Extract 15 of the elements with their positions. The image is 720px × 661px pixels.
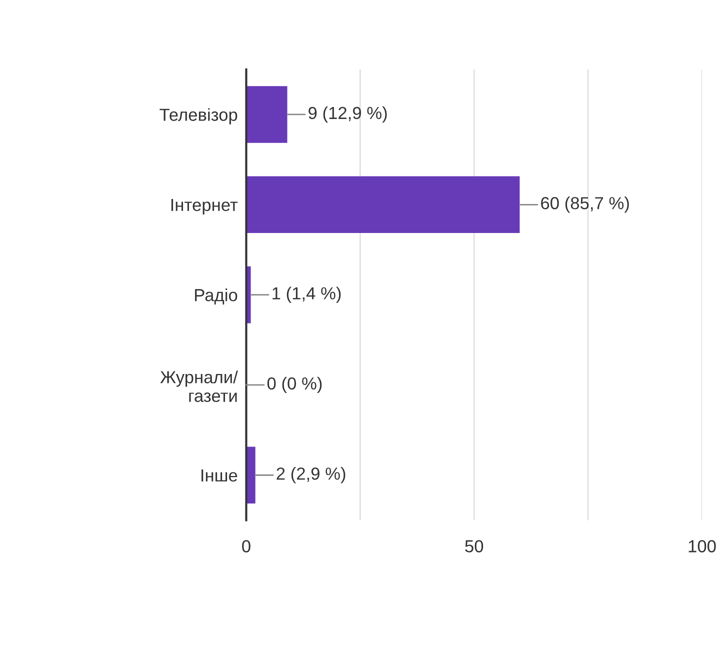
data-label: 1 (1,4 %) [272, 286, 341, 303]
x-tick-label: 50 [465, 540, 484, 552]
y-tick-label: Телевізор [160, 108, 238, 124]
data-label: 0 (0 %) [267, 376, 322, 394]
x-tick-label: 100 [688, 540, 716, 552]
data-label: 9 (12,9 %) [308, 106, 387, 123]
y-tick-label: Інше [202, 469, 238, 482]
y-tick-label: Інтернет [171, 198, 238, 215]
bar [246, 176, 520, 234]
data-label: 60 (85,7 %) [541, 196, 629, 213]
y-tick-label: Журнали/ газети [160, 370, 238, 402]
y-tick-label: Радіо [195, 288, 238, 305]
bar [246, 86, 288, 143]
data-label: 2 (2,9 %) [276, 467, 346, 484]
x-tick-label: 0 [242, 540, 250, 552]
